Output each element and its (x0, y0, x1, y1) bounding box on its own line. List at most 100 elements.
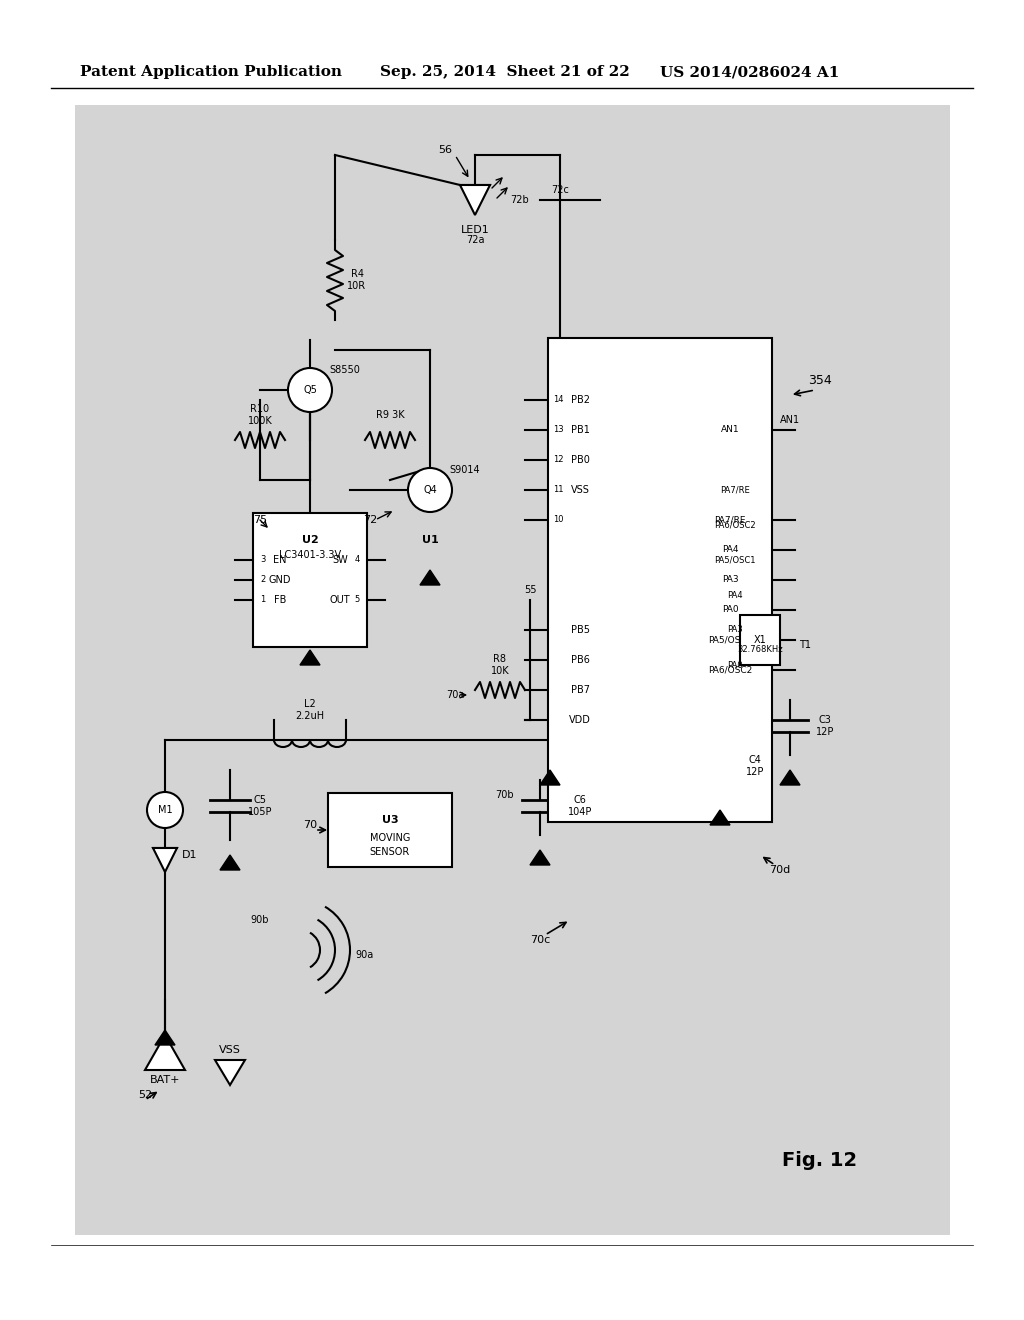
Text: 12: 12 (553, 455, 563, 465)
Text: 72b: 72b (511, 195, 529, 205)
Text: PA5/OSC1: PA5/OSC1 (715, 556, 756, 565)
Polygon shape (710, 810, 730, 825)
Text: BAT+: BAT+ (150, 1074, 180, 1085)
FancyBboxPatch shape (548, 338, 772, 822)
Text: 70a: 70a (445, 690, 464, 700)
Polygon shape (153, 847, 177, 873)
Polygon shape (460, 185, 490, 215)
Text: VDD: VDD (569, 715, 591, 725)
Text: EN: EN (273, 554, 287, 565)
Text: S9014: S9014 (450, 465, 480, 475)
Polygon shape (220, 855, 240, 870)
Circle shape (147, 792, 183, 828)
Text: 70: 70 (303, 820, 317, 830)
Text: 1: 1 (260, 595, 265, 605)
Text: L2
2.2uH: L2 2.2uH (296, 700, 325, 721)
Text: LC3401-3.3V: LC3401-3.3V (279, 550, 341, 560)
Text: 354: 354 (808, 374, 831, 387)
Text: PA0: PA0 (727, 660, 742, 669)
Text: 4: 4 (354, 556, 359, 565)
Text: PA3: PA3 (722, 576, 738, 585)
Polygon shape (300, 649, 319, 665)
Text: C6
104P: C6 104P (568, 795, 592, 817)
Text: U1: U1 (422, 535, 438, 545)
Polygon shape (420, 570, 440, 585)
Text: PB1: PB1 (570, 425, 590, 436)
Text: AN1: AN1 (721, 425, 739, 434)
Text: 75: 75 (253, 515, 267, 525)
Text: 55: 55 (523, 585, 537, 595)
Text: C5
105P: C5 105P (248, 795, 272, 817)
Text: 10: 10 (553, 516, 563, 524)
Text: 13: 13 (553, 425, 563, 434)
Text: PA0: PA0 (722, 606, 738, 615)
Text: PA6/OSC2: PA6/OSC2 (714, 520, 756, 529)
Text: PA4: PA4 (722, 545, 738, 554)
FancyBboxPatch shape (253, 513, 367, 647)
Text: PB0: PB0 (570, 455, 590, 465)
Text: 72: 72 (362, 515, 377, 525)
Text: M1: M1 (158, 805, 172, 814)
Text: PB7: PB7 (570, 685, 590, 696)
Text: GND: GND (268, 576, 291, 585)
Text: 70b: 70b (496, 789, 514, 800)
Text: SW: SW (332, 554, 348, 565)
Text: 90a: 90a (356, 950, 374, 960)
Text: PA7/RE: PA7/RE (715, 516, 745, 524)
Polygon shape (540, 770, 560, 785)
Text: PB5: PB5 (570, 624, 590, 635)
Text: OUT: OUT (330, 595, 350, 605)
Text: 72c: 72c (551, 185, 569, 195)
Text: Patent Application Publication: Patent Application Publication (80, 65, 342, 79)
Text: 11: 11 (553, 486, 563, 495)
Text: PA3: PA3 (727, 626, 742, 635)
Text: T1: T1 (799, 640, 811, 649)
Text: FB: FB (273, 595, 286, 605)
Polygon shape (530, 850, 550, 865)
Text: 90b: 90b (251, 915, 269, 925)
Circle shape (288, 368, 332, 412)
Text: R4
10R: R4 10R (347, 269, 367, 290)
Polygon shape (145, 1035, 185, 1071)
Text: 72a: 72a (466, 235, 484, 246)
Bar (740, 615, 780, 665)
Text: Q4: Q4 (423, 484, 437, 495)
Text: C3
12P: C3 12P (816, 715, 835, 737)
Text: Q5: Q5 (303, 385, 317, 395)
Text: U2: U2 (302, 535, 318, 545)
Text: PA7/RE: PA7/RE (720, 486, 750, 495)
Text: PA5/OSC1: PA5/OSC1 (708, 635, 753, 644)
Text: R8
10K: R8 10K (490, 655, 509, 676)
Text: PB6: PB6 (570, 655, 590, 665)
Text: R10
100K: R10 100K (248, 404, 272, 426)
Text: 5: 5 (354, 595, 359, 605)
Text: LED1: LED1 (461, 224, 489, 235)
Text: C4
12P: C4 12P (745, 755, 764, 776)
Circle shape (408, 469, 452, 512)
Text: MOVING: MOVING (370, 833, 411, 843)
Text: VSS: VSS (570, 484, 590, 495)
Polygon shape (155, 1030, 175, 1045)
Text: SENSOR: SENSOR (370, 847, 411, 857)
Text: Sep. 25, 2014  Sheet 21 of 22: Sep. 25, 2014 Sheet 21 of 22 (380, 65, 630, 79)
Text: AN1: AN1 (780, 414, 800, 425)
FancyBboxPatch shape (328, 793, 452, 867)
Text: 52: 52 (138, 1090, 152, 1100)
Text: Fig. 12: Fig. 12 (782, 1151, 857, 1170)
Text: US 2014/0286024 A1: US 2014/0286024 A1 (660, 65, 840, 79)
Text: 70d: 70d (769, 865, 791, 875)
Text: PB2: PB2 (570, 395, 590, 405)
Text: VSS: VSS (219, 1045, 241, 1055)
Text: U3: U3 (382, 814, 398, 825)
Text: 70c: 70c (529, 935, 550, 945)
Text: S8550: S8550 (330, 366, 360, 375)
Polygon shape (215, 1060, 245, 1085)
Text: 14: 14 (553, 396, 563, 404)
FancyBboxPatch shape (75, 106, 950, 1236)
Text: D1: D1 (182, 850, 198, 861)
Text: 2: 2 (260, 576, 265, 585)
Text: PA4: PA4 (727, 590, 742, 599)
Text: 56: 56 (438, 145, 452, 154)
Text: PA6/OSC2: PA6/OSC2 (708, 665, 752, 675)
Text: 32.768KHz: 32.768KHz (737, 645, 782, 655)
